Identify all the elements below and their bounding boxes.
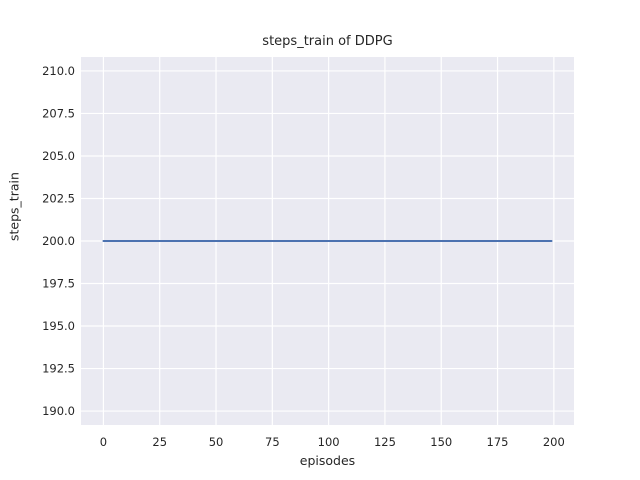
- y-tick-label: 192.5: [42, 362, 75, 376]
- y-tick-label: 202.5: [42, 191, 75, 205]
- x-tick-label: 25: [152, 435, 167, 449]
- x-tick-label: 200: [543, 435, 565, 449]
- y-tick-label: 195.0: [42, 319, 75, 333]
- y-tick-label: 200.0: [42, 234, 75, 248]
- y-tick-label: 210.0: [42, 64, 75, 78]
- x-tick-label: 0: [100, 435, 107, 449]
- x-tick-label: 100: [318, 435, 340, 449]
- chart-title: steps_train of DDPG: [262, 34, 393, 49]
- x-tick-label: 125: [374, 435, 396, 449]
- x-tick-label: 150: [430, 435, 452, 449]
- y-tick-label: 190.0: [42, 404, 75, 418]
- y-axis-label: steps_train: [6, 172, 22, 241]
- y-tick-label: 205.0: [42, 149, 75, 163]
- x-axis-label: episodes: [299, 453, 356, 468]
- x-tick-label: 50: [209, 435, 224, 449]
- x-tick-label: 175: [487, 435, 509, 449]
- x-tick-label: 75: [265, 435, 280, 449]
- y-tick-label: 207.5: [42, 106, 75, 120]
- y-tick-label: 197.5: [42, 277, 75, 291]
